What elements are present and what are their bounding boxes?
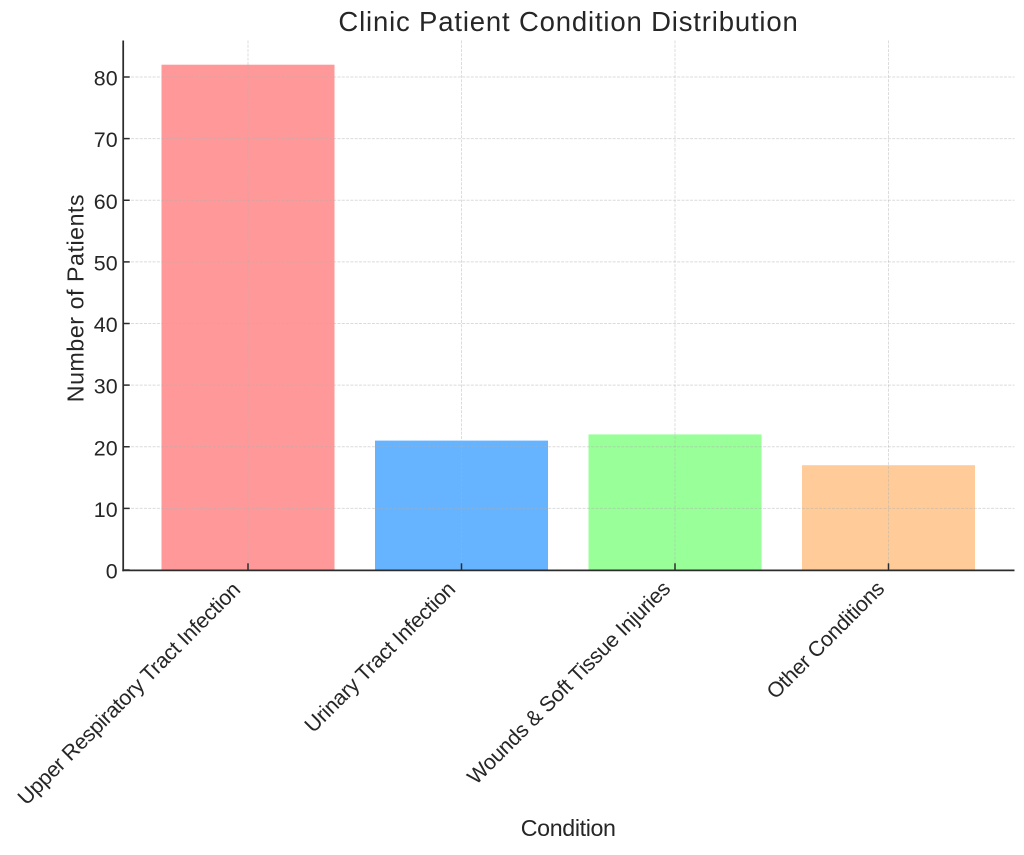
svg-text:50: 50 [94, 252, 118, 276]
svg-text:40: 40 [94, 313, 118, 337]
svg-text:10: 10 [94, 498, 118, 522]
svg-text:Condition: Condition [521, 815, 616, 841]
svg-text:30: 30 [94, 375, 118, 399]
svg-text:60: 60 [94, 190, 118, 214]
svg-text:0: 0 [106, 560, 118, 584]
svg-text:20: 20 [94, 436, 118, 460]
svg-text:Clinic Patient Condition Distr: Clinic Patient Condition Distribution [338, 6, 798, 37]
svg-text:70: 70 [94, 128, 118, 152]
svg-text:Number of Patients: Number of Patients [63, 194, 89, 402]
svg-text:80: 80 [94, 67, 118, 91]
